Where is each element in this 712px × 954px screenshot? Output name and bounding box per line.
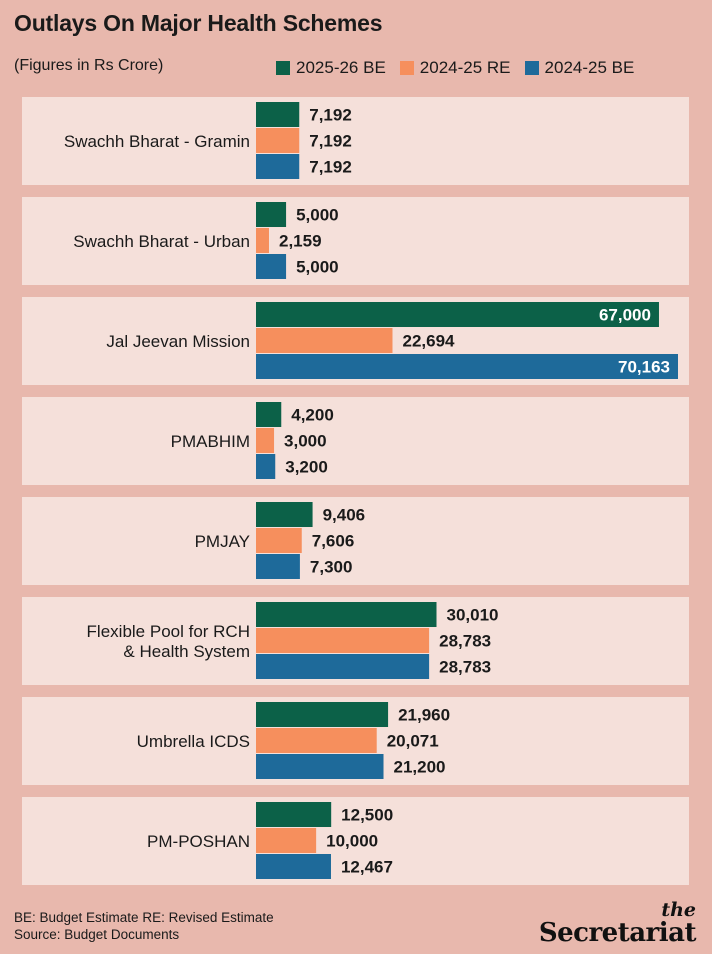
- bar: [256, 502, 313, 527]
- bar: [256, 728, 377, 753]
- footer-notes: BE: Budget Estimate RE: Revised Estimate…: [14, 909, 274, 943]
- bar: [256, 454, 276, 479]
- data-label: 67,000: [599, 306, 651, 325]
- data-label: 7,192: [309, 106, 352, 125]
- legend-label: 2024-25 RE: [419, 58, 511, 77]
- bar: [256, 202, 287, 227]
- data-label: 7,192: [309, 132, 352, 151]
- bar: [256, 602, 437, 627]
- data-label: 21,200: [394, 758, 446, 777]
- data-label: 21,960: [398, 706, 450, 725]
- abbreviation-note: BE: Budget Estimate RE: Revised Estimate: [14, 910, 274, 925]
- bar: [256, 254, 287, 279]
- bar: [256, 528, 302, 553]
- data-label: 20,071: [387, 732, 439, 751]
- category-panel: [22, 197, 689, 285]
- category-panel: [22, 497, 689, 585]
- brand-logo-name: Secretariat: [538, 918, 697, 948]
- legend-swatch: [524, 61, 539, 75]
- category-label: PMABHIM: [171, 432, 250, 451]
- category-panel: [22, 97, 689, 185]
- data-label: 7,300: [310, 558, 353, 577]
- legend-label: 2025-26 BE: [296, 58, 386, 77]
- bar: [256, 702, 389, 727]
- legend-item-2024-25-be: 2024-25 BE: [524, 58, 635, 78]
- bar: [256, 754, 384, 779]
- data-label: 12,500: [341, 806, 393, 825]
- data-label: 3,000: [284, 432, 327, 451]
- page-title: Outlays On Major Health Schemes: [14, 10, 383, 36]
- data-label: 9,406: [323, 506, 366, 525]
- bar: [256, 802, 332, 827]
- bar: [256, 302, 659, 327]
- category-label: Jal Jeevan Mission: [106, 332, 250, 351]
- data-label: 5,000: [296, 258, 339, 277]
- data-label: 28,783: [439, 658, 491, 677]
- data-label: 7,606: [312, 532, 355, 551]
- bar: [256, 128, 300, 153]
- legend-swatch: [399, 61, 414, 75]
- bar: [256, 854, 331, 879]
- bar: [256, 428, 275, 453]
- category-label: PM-POSHAN: [147, 832, 250, 851]
- bar: [256, 654, 430, 679]
- category-label: Umbrella ICDS: [137, 732, 250, 751]
- bar: [256, 328, 393, 353]
- bar: [256, 354, 678, 379]
- brand-logo: the Secretariat: [538, 899, 697, 948]
- data-label: 30,010: [446, 606, 498, 625]
- category-label: Flexible Pool for RCH & Health System: [87, 622, 250, 661]
- chart-subtitle: (Figures in Rs Crore): [14, 57, 164, 74]
- data-label: 28,783: [439, 632, 491, 651]
- bar: [256, 402, 282, 427]
- data-label: 4,200: [291, 406, 334, 425]
- category-label: PMJAY: [195, 532, 250, 551]
- bar: [256, 628, 430, 653]
- bar: [256, 228, 269, 253]
- bar: [256, 828, 317, 853]
- data-label: 7,192: [309, 158, 352, 177]
- data-label: 2,159: [279, 232, 322, 251]
- source-note: Source: Budget Documents: [14, 927, 180, 942]
- data-label: 10,000: [326, 832, 378, 851]
- legend: 2025-26 BE 2024-25 RE 2024-25 BE: [276, 58, 634, 78]
- bar: [256, 154, 300, 179]
- data-label: 12,467: [341, 858, 393, 877]
- legend-item-2025-26-be: 2025-26 BE: [276, 58, 386, 78]
- category-panel: [22, 797, 689, 885]
- data-label: 70,163: [618, 358, 670, 377]
- bar: [256, 554, 300, 579]
- data-label: 22,694: [402, 332, 455, 351]
- data-label: 5,000: [296, 206, 339, 225]
- data-label: 3,200: [285, 458, 328, 477]
- legend-label: 2024-25 BE: [544, 58, 635, 77]
- legend-item-2024-25-re: 2024-25 RE: [399, 58, 511, 78]
- bar: [256, 102, 300, 127]
- legend-swatch: [276, 61, 290, 75]
- brand-logo-the: the: [661, 899, 696, 921]
- category-label: Swachh Bharat - Urban: [73, 232, 250, 251]
- category-label: Swachh Bharat - Gramin: [64, 132, 250, 151]
- category-panel: [22, 397, 689, 485]
